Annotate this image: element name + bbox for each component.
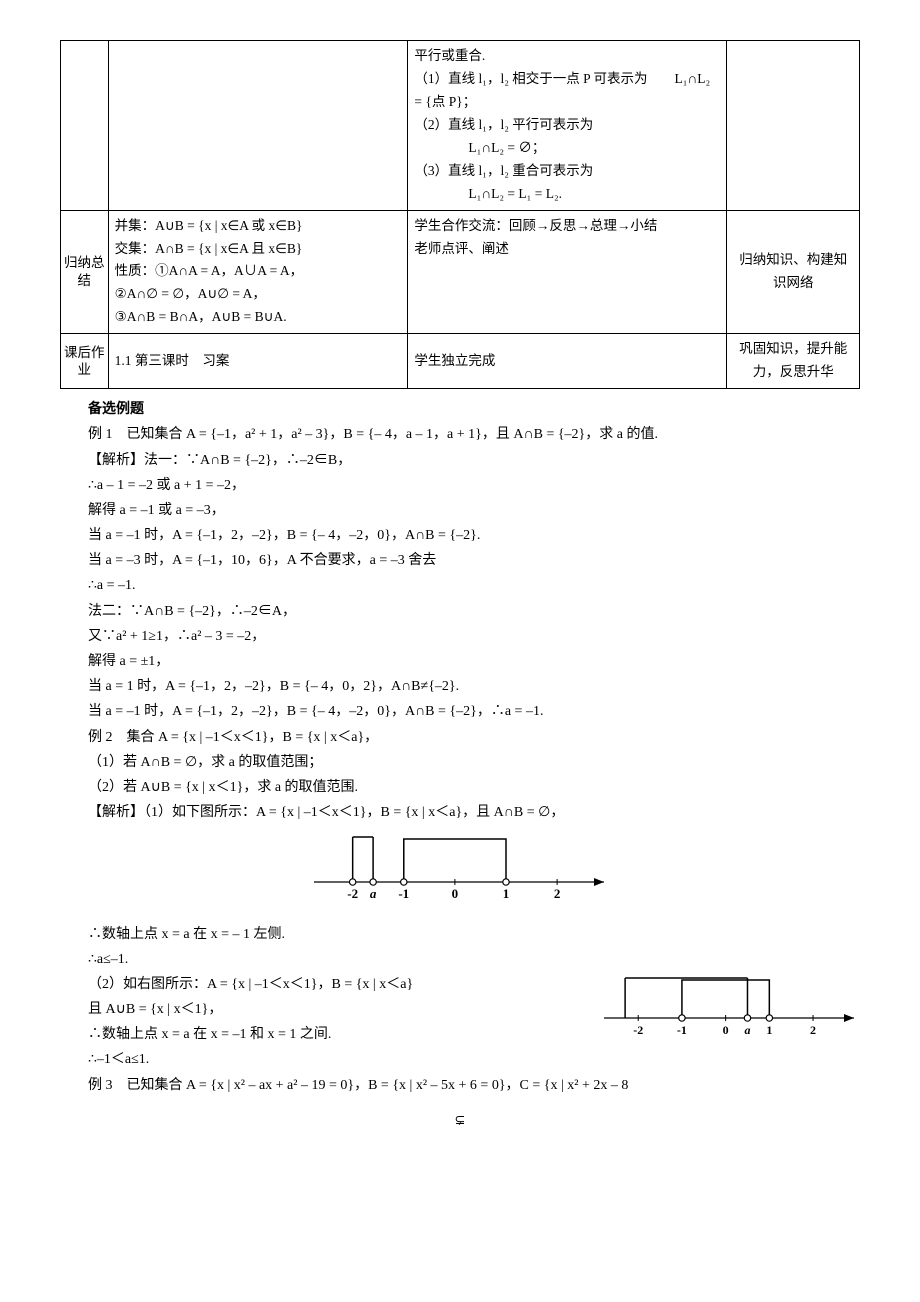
section-heading: 备选例题: [60, 397, 860, 422]
row2-c2-l2: 性质：①A∩A = A，A∪A = A，: [115, 260, 402, 283]
svg-text:0: 0: [452, 886, 459, 901]
row2-c2-l4: ③A∩B = B∩A，A∪B = B∪A.: [115, 306, 402, 329]
svg-text:1: 1: [766, 1023, 772, 1037]
svg-text:-2: -2: [633, 1023, 643, 1037]
row1-c3-l3b: L₁∩L₂ = L₁ = L₂.: [414, 183, 720, 206]
ex2-q2: （2）若 A∪B = {x | x＜1}，求 a 的取值范围.: [60, 775, 860, 800]
table-row: 平行或重合. （1）直线 l₁，l₂ 相交于一点 P 可表示为 L₁∩L₂ = …: [61, 41, 860, 211]
row2-label: 归纳总结: [61, 210, 109, 334]
row1-c3-l2: （2）直线 l₁，l₂ 平行可表示为: [414, 114, 720, 137]
ex3-title: 例 3 已知集合 A = {x | x² – ax + a² – 19 = 0}…: [60, 1073, 860, 1098]
numberline-2-wrap: -2 -1 0 1 2 a: [600, 972, 860, 1051]
ex1-title: 例 1 已知集合 A = {–1，a² + 1，a² – 3}，B = {– 4…: [60, 422, 860, 447]
ex2-p1: ∴数轴上点 x = a 在 x = – 1 左侧.: [60, 922, 860, 947]
row3-label: 课后作业: [61, 334, 109, 389]
row2-c2-l3: ②A∩∅ = ∅，A∪∅ = A，: [115, 283, 402, 306]
ex1-p7: 又∵a² + 1≥1，∴a² – 3 = –2，: [60, 624, 860, 649]
footer-symbol: ⊊: [60, 1108, 860, 1131]
lesson-table: 平行或重合. （1）直线 l₁，l₂ 相交于一点 P 可表示为 L₁∩L₂ = …: [60, 40, 860, 389]
table-row: 归纳总结 并集：A∪B = {x | x∈A 或 x∈B} 交集：A∩B = {…: [61, 210, 860, 334]
ex1-p6: 法二：∵A∩B = {–2}，∴–2∈A，: [60, 599, 860, 624]
ex2-sol-head: 【解析】（1）如下图所示：A = {x | –1＜x＜1}，B = {x | x…: [60, 800, 860, 825]
svg-text:a: a: [744, 1023, 750, 1037]
row1-col2: [108, 41, 408, 211]
svg-text:-1: -1: [677, 1023, 687, 1037]
row2-c3-l1: 老师点评、阐述: [414, 238, 720, 261]
svg-text:1: 1: [503, 886, 510, 901]
row1-col4: [727, 41, 860, 211]
ex1-p9: 当 a = 1 时，A = {–1，2，–2}，B = {– 4，0，2}，A∩…: [60, 674, 860, 699]
row3-col4: 巩固知识，提升能力，反思升华: [727, 334, 860, 389]
row1-c3-l2b: L₁∩L₂ = ∅；: [414, 137, 720, 160]
row1-label: [61, 41, 109, 211]
row2-col2: 并集：A∪B = {x | x∈A 或 x∈B} 交集：A∩B = {x | x…: [108, 210, 408, 334]
ex1-p0: 【解析】法一：∵A∩B = {–2}，∴–2∈B，: [60, 448, 860, 473]
row2-col4: 归纳知识、构建知识网络: [727, 210, 860, 334]
row2-c2-l0: 并集：A∪B = {x | x∈A 或 x∈B}: [115, 215, 402, 238]
row2-c3-l0: 学生合作交流：回顾→反思→总理→小结: [414, 215, 720, 238]
ex2-p2: ∴a≤–1.: [60, 947, 860, 972]
ex1-p8: 解得 a = ±1，: [60, 649, 860, 674]
table-row: 课后作业 1.1 第三课时 习案 学生独立完成 巩固知识，提升能力，反思升华: [61, 334, 860, 389]
row3-col3: 学生独立完成: [408, 334, 727, 389]
svg-text:2: 2: [554, 886, 561, 901]
row1-c3-l3: （3）直线 l₁，l₂ 重合可表示为: [414, 160, 720, 183]
row1-c3-l1: （1）直线 l₁，l₂ 相交于一点 P 可表示为 L₁∩L₂ = {点 P}；: [414, 68, 720, 114]
ex1-p1: ∴a – 1 = –2 或 a + 1 = –2，: [60, 473, 860, 498]
ex1-p4: 当 a = –3 时，A = {–1，10，6}，A 不合要求，a = –3 舍…: [60, 548, 860, 573]
row1-col3: 平行或重合. （1）直线 l₁，l₂ 相交于一点 P 可表示为 L₁∩L₂ = …: [408, 41, 727, 211]
numberline-1: -2 -1 0 1 2 a: [310, 831, 610, 906]
row3-col2: 1.1 第三课时 习案: [108, 334, 408, 389]
row1-c3-l0: 平行或重合.: [414, 45, 720, 68]
numberline-1-wrap: -2 -1 0 1 2 a: [60, 831, 860, 915]
row2-col3: 学生合作交流：回顾→反思→总理→小结 老师点评、阐述: [408, 210, 727, 334]
svg-text:2: 2: [810, 1023, 816, 1037]
ex1-p2: 解得 a = –1 或 a = –3，: [60, 498, 860, 523]
numberline-2: -2 -1 0 1 2 a: [600, 972, 860, 1042]
ex1-p10: 当 a = –1 时，A = {–1，2，–2}，B = {– 4，–2，0}，…: [60, 699, 860, 724]
svg-text:-2: -2: [347, 886, 358, 901]
ex1-p5: ∴a = –1.: [60, 573, 860, 598]
svg-text:a: a: [370, 886, 377, 901]
ex2-title: 例 2 集合 A = {x | –1＜x＜1}，B = {x | x＜a}，: [60, 725, 860, 750]
ex2-p6: ∴–1＜a≤1.: [60, 1047, 860, 1072]
svg-text:-1: -1: [398, 886, 409, 901]
ex2-q1: （1）若 A∩B = ∅，求 a 的取值范围；: [60, 750, 860, 775]
svg-text:0: 0: [723, 1023, 729, 1037]
ex1-p3: 当 a = –1 时，A = {–1，2，–2}，B = {– 4，–2，0}，…: [60, 523, 860, 548]
row2-c2-l1: 交集：A∩B = {x | x∈A 且 x∈B}: [115, 238, 402, 261]
